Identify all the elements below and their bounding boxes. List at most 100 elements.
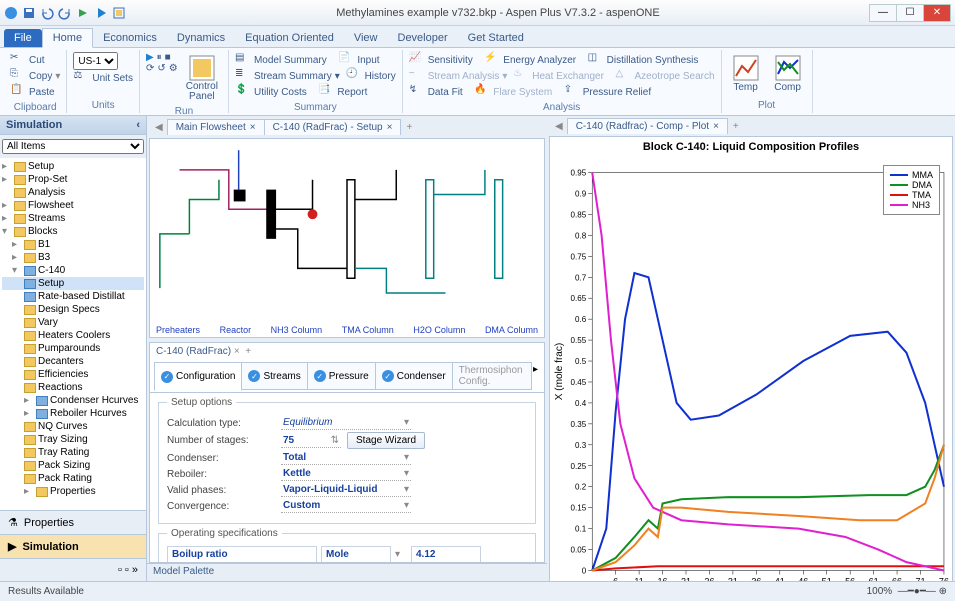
nav-back-icon[interactable]: ◀ [551,121,567,132]
tab-economics[interactable]: Economics [93,29,167,47]
report-button[interactable]: Report [337,87,367,98]
subtab-pressure[interactable]: ✓Pressure [307,362,376,390]
flask-icon: ⚗ [8,516,18,529]
run-icon[interactable] [94,6,108,20]
stage-wizard-button[interactable]: Stage Wizard [347,432,425,449]
ribbon-tabs: File Home Economics Dynamics Equation Or… [0,26,955,48]
svg-text:0.8: 0.8 [575,231,587,240]
hx-button[interactable]: Heat Exchanger [532,71,604,82]
add-tab-button[interactable]: + [727,119,745,134]
phases-select[interactable]: Vapor-Liquid-Liquid▾ [281,483,411,497]
svg-text:0.15: 0.15 [571,504,587,513]
collapse-icon[interactable]: ‹ [136,119,140,131]
tab-dynamics[interactable]: Dynamics [167,29,235,47]
maximize-button[interactable]: ☐ [896,4,924,22]
cut-button[interactable]: Cut [29,55,45,66]
subtab-condenser[interactable]: ✓Condenser [375,362,453,390]
psv-icon: ⇪ [564,84,580,100]
model-palette-bar[interactable]: Model Palette [147,563,547,581]
subtabs-more-icon[interactable]: ▸ [531,362,540,390]
minimize-button[interactable]: — [869,4,897,22]
stream-summary-button[interactable]: Stream Summary [254,71,332,82]
setup-title: C-140 (RadFrac) [156,346,231,357]
model-summary-button[interactable]: Model Summary [254,55,327,66]
zoom-level: 100% [867,586,893,597]
next-icon[interactable] [76,6,90,20]
azeo-button[interactable]: Azeotrope Search [635,71,715,82]
tab-file[interactable]: File [4,29,42,47]
stream-summary-icon: ≣ [235,68,251,84]
plot-temp-button[interactable]: Temp [728,52,764,95]
redo-icon[interactable] [58,6,72,20]
plot-comp-button[interactable]: Comp [770,52,806,95]
stop-icon[interactable]: ■ [165,52,171,63]
subtab-streams[interactable]: ✓Streams [241,362,307,390]
save-icon[interactable] [22,6,36,20]
report-icon: 📑 [318,84,334,100]
play-icon[interactable]: ▶ [146,52,154,63]
all-items-select[interactable]: All Items [2,139,144,154]
close-tab-icon[interactable]: × [250,122,256,133]
tab-c140-setup[interactable]: C-140 (RadFrac) - Setup× [264,119,402,135]
convergence-select[interactable]: Custom▾ [281,499,411,513]
history-button[interactable]: History [365,71,396,82]
tab-developer[interactable]: Developer [388,29,458,47]
close-tab-icon[interactable]: × [713,121,719,132]
svg-text:61: 61 [869,577,879,581]
close-tab-icon[interactable]: × [387,122,393,133]
num-stages-input[interactable]: 75⇅ [281,434,341,448]
stream-ana-button[interactable]: Stream Analysis [428,71,500,82]
tab-comp-plot[interactable]: C-140 (Radfrac) - Comp - Plot× [567,118,728,134]
psv-button[interactable]: Pressure Relief [583,87,651,98]
energy-icon: ⚡ [484,52,500,68]
dist-button[interactable]: Distillation Synthesis [607,55,699,66]
nav-tree[interactable]: ▸Setup ▸Prop-Set Analysis ▸Flowsheet ▸St… [0,158,146,510]
close-button[interactable]: ✕ [923,4,951,22]
settings-icon[interactable]: ⚙ [169,63,178,74]
sensitivity-button[interactable]: Sensitivity [428,55,473,66]
doc-tabs: ◀ Main Flowsheet× C-140 (RadFrac) - Setu… [147,116,547,138]
sidebar-tab-properties[interactable]: ⚗Properties [0,510,146,534]
opspec-basis-0[interactable]: Mole [321,546,391,563]
svg-text:36: 36 [751,577,761,581]
datafit-button[interactable]: Data Fit [428,87,463,98]
reset-icon[interactable]: ↺ [157,63,165,74]
subtab-thermosiphon[interactable]: Thermosiphon Config. [452,362,532,390]
step-icon[interactable]: ⟳ [146,63,154,74]
pause-icon[interactable]: ⏸ [157,52,162,63]
sidebar-tab-simulation[interactable]: ▶Simulation [0,534,146,558]
undo-icon[interactable] [40,6,54,20]
control-icon[interactable] [112,6,126,20]
tab-home[interactable]: Home [42,28,93,48]
svg-text:71: 71 [915,577,925,581]
flare-icon: 🔥 [474,84,490,100]
unit-sets-button[interactable]: Unit Sets [92,73,133,84]
setup-panel: C-140 (RadFrac) × + ✓Configuration ✓Stre… [149,342,545,563]
calc-type-select[interactable]: Equilibrium▾ [281,416,411,430]
sidebar-tab-more[interactable]: ▫ ▫ » [0,558,146,581]
control-panel-button[interactable]: Control Panel [182,52,222,104]
add-tab-button[interactable]: + [400,120,418,135]
svg-text:0.75: 0.75 [571,252,587,261]
flowsheet-canvas[interactable]: PreheatersReactorNH3 ColumnTMA ColumnH2O… [149,138,545,338]
energy-button[interactable]: Energy Analyzer [503,55,576,66]
subtab-configuration[interactable]: ✓Configuration [154,362,242,391]
tab-getstarted[interactable]: Get Started [458,29,534,47]
svg-text:0.65: 0.65 [571,294,587,303]
svg-text:51: 51 [822,577,832,581]
tab-eo[interactable]: Equation Oriented [235,29,344,47]
nav-back-icon[interactable]: ◀ [151,122,167,133]
units-select[interactable]: US-1 [73,52,118,70]
opspec-name-0[interactable]: Boilup ratio [167,546,317,563]
flare-button[interactable]: Flare System [493,87,552,98]
reboiler-select[interactable]: Kettle▾ [281,467,411,481]
paste-button[interactable]: Paste [29,87,55,98]
utility-button[interactable]: Utility Costs [254,87,307,98]
copy-button[interactable]: Copy [29,71,52,82]
tab-view[interactable]: View [344,29,388,47]
tab-main-flowsheet[interactable]: Main Flowsheet× [167,119,265,135]
svg-text:21: 21 [681,577,691,581]
input-button[interactable]: Input [357,55,379,66]
condenser-select[interactable]: Total▾ [281,451,411,465]
opspec-val-0[interactable]: 4.12 [411,546,481,563]
